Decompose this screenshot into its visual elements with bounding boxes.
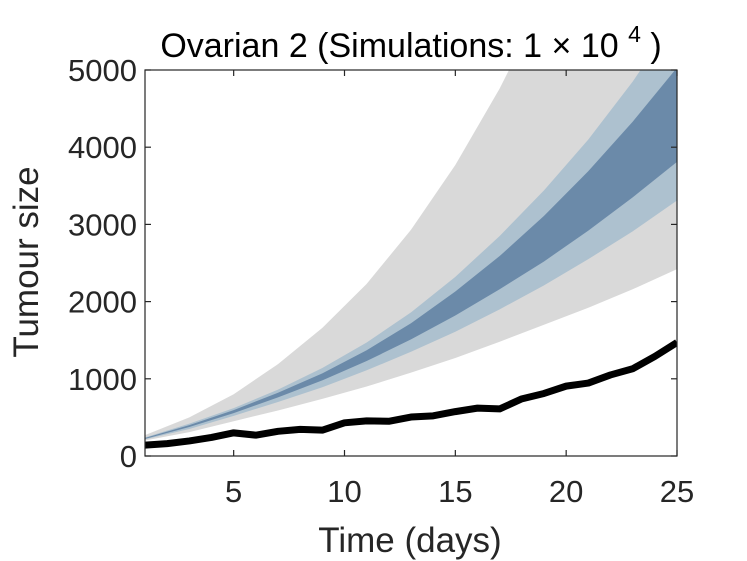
confidence-bands	[145, 70, 677, 441]
tick-labels: 5 10 15 20 25 0 1000 2000 3000 4000 5000	[68, 53, 694, 509]
y-tick-label: 0	[120, 439, 137, 474]
x-tick-label: 20	[549, 474, 583, 509]
x-tick-label: 25	[660, 474, 694, 509]
y-tick-label: 2000	[68, 285, 137, 320]
x-tick-label: 10	[327, 474, 361, 509]
title-times-symbol: ×	[552, 27, 572, 65]
title-exponent: 4	[628, 21, 641, 47]
y-tick-label: 4000	[68, 130, 137, 165]
title-prefix: Ovarian 2 (Simulations: 1	[160, 27, 551, 65]
band-2	[145, 70, 677, 440]
y-tick-label: 5000	[68, 53, 137, 88]
title-suffix: )	[650, 27, 661, 65]
y-axis-title: Tumour size	[7, 166, 46, 357]
x-tick-label: 5	[225, 474, 242, 509]
title-base: 10	[581, 27, 619, 65]
chart-title: Ovarian 2 (Simulations: 1 × 10 4 )	[160, 12, 661, 65]
y-tick-label: 1000	[68, 362, 137, 397]
axes	[144, 69, 678, 457]
observed-line	[145, 339, 677, 449]
observed-series	[145, 339, 677, 449]
x-axis-title: Time (days)	[318, 521, 501, 560]
y-tick-label: 3000	[68, 207, 137, 242]
band-1	[145, 70, 677, 441]
x-tick-label: 15	[438, 474, 472, 509]
plot-frame	[144, 69, 678, 457]
